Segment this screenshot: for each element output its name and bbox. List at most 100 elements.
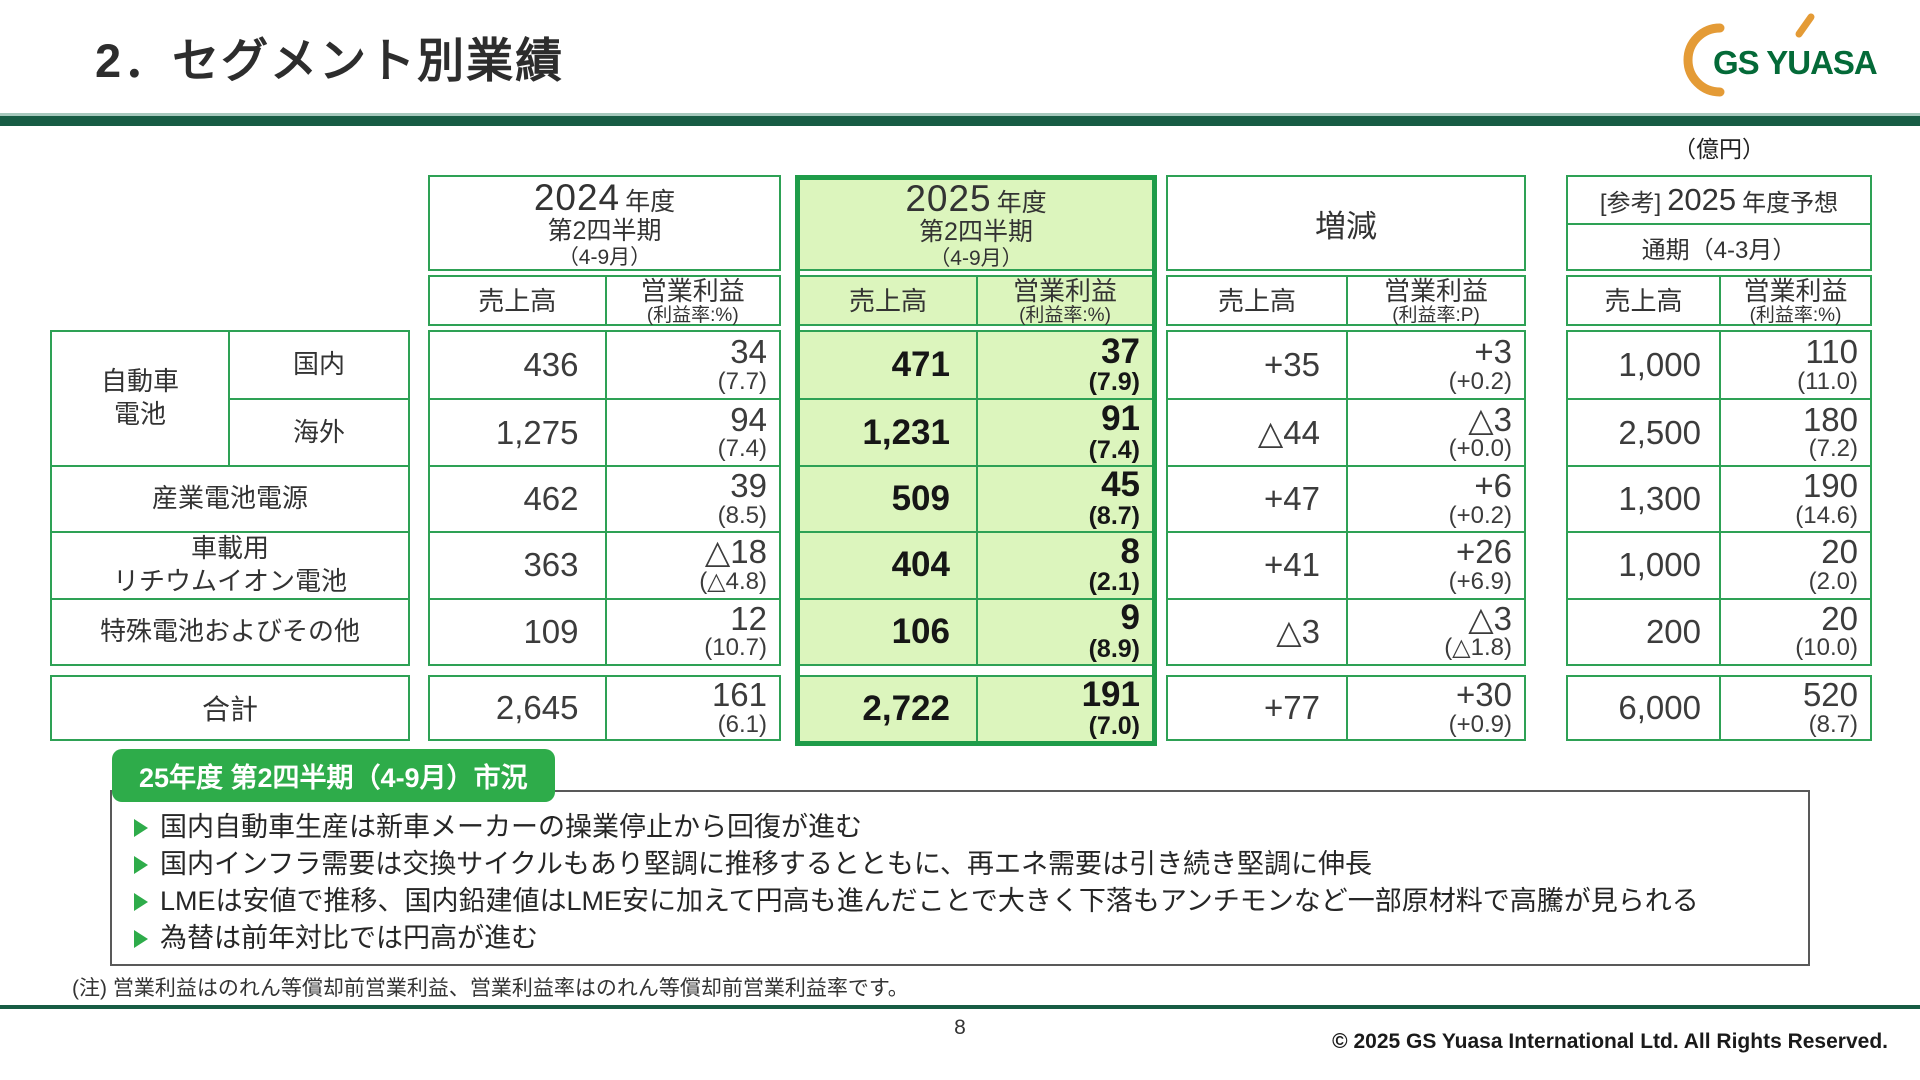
forecast-data-block: 1,000 110 (11.0) 2,500 180 (7.2) 1,300 190… <box>1566 330 1872 666</box>
forecast-profit-cell: 20 (10.0) <box>1719 597 1870 664</box>
change-sales-value: +35 <box>1264 346 1320 384</box>
label-line: リチウムイオン電池 <box>112 566 347 597</box>
label-line: 車載用 <box>190 532 269 563</box>
market-bullet: 国内インフラ需要は交換サイクルもあり堅調に推移するとともに、再エネ需要は引き続き… <box>132 846 1796 883</box>
forecast-profit-cell: 20 (2.0) <box>1719 531 1870 598</box>
year-number: 2024 <box>533 176 621 218</box>
profit-rate: (+0.2) <box>1448 501 1512 529</box>
sales-column-header: 売上高 <box>1168 277 1346 326</box>
profit-value: 37 <box>1101 331 1140 371</box>
profit-rate: (2.1) <box>1088 568 1140 597</box>
forecast-profit-cell: 180 (7.2) <box>1719 398 1870 465</box>
profit-value: △3 <box>1468 400 1512 438</box>
sales-column-header: 売上高 <box>1568 277 1719 326</box>
reference-label: [参考] <box>1599 189 1662 217</box>
profit-rate: (7.7) <box>717 367 767 395</box>
profit-rate: (△1.8) <box>1444 634 1512 662</box>
forecast-period: 通期（4-3月） <box>1568 223 1870 269</box>
profit-rate: (7.4) <box>717 435 767 463</box>
sales-label: 売上高 <box>848 286 927 317</box>
copyright: © 2025 GS Yuasa International Ltd. All R… <box>1332 1030 1888 1053</box>
profit-value: +26 <box>1456 533 1512 571</box>
change-profit-cell: +3 (+0.2) <box>1346 332 1524 399</box>
forecast-sales-value: 1,300 <box>1568 464 1719 531</box>
profit-rate: (7.0) <box>1088 712 1140 741</box>
profit-column-header: 営業利益 (利益率:P) <box>1346 276 1524 327</box>
profit-value: 12 <box>730 599 767 637</box>
market-bullet: LMEは安値で推移、国内鉛建値はLME安に加えて円高も進んだことで大きく下落もア… <box>132 883 1796 920</box>
fy2025-profit-cell: 9 (8.9) <box>976 597 1152 664</box>
label-total: 合計 <box>50 675 410 741</box>
profit-value: +6 <box>1474 466 1512 504</box>
change-profit-cell: +6 (+0.2) <box>1346 464 1524 532</box>
fy2025-data-block: 471 37 (7.9) 1,231 91 (7.4) 509 45 (8.7) 40… <box>800 330 1152 666</box>
rate-label: (利益率:%) <box>646 304 739 326</box>
label-industrial: 産業電池電源 <box>52 464 408 531</box>
profit-value: 190 <box>1802 466 1858 504</box>
sales-column-header: 売上高 <box>800 277 976 326</box>
quarter-label: 第2四半期 <box>919 218 1033 246</box>
gs-yuasa-logo: GS YUASA <box>1683 13 1878 97</box>
profit-value: 20 <box>1821 599 1858 637</box>
profit-rate: (10.7) <box>704 634 767 662</box>
change-header: 増減 <box>1166 175 1526 271</box>
change-profit-cell: +26 (+6.9) <box>1346 531 1524 598</box>
profit-value: △3 <box>1468 599 1512 637</box>
change-total-sales: +77 <box>1264 689 1320 726</box>
profit-value: 520 <box>1802 675 1858 713</box>
logo-accent-icon <box>1795 13 1815 38</box>
profit-rate: (+6.9) <box>1448 568 1512 596</box>
fy2024-sales-value: 109 <box>430 597 605 664</box>
profit-value: 8 <box>1120 531 1140 571</box>
profit-label: 営業利益 <box>1012 276 1117 306</box>
fy2025-total-sales: 2,722 <box>862 689 950 728</box>
profit-label: 営業利益 <box>1743 276 1848 306</box>
profit-rate: (14.6) <box>1795 501 1858 529</box>
profit-rate: (+0.0) <box>1448 435 1512 463</box>
sales-label: 売上高 <box>1604 286 1683 317</box>
fy2025-total-profit: 191 (7.0) <box>976 677 1152 741</box>
fy2024-total-profit: 161 (6.1) <box>604 675 780 739</box>
forecast-sales-value: 200 <box>1568 597 1719 664</box>
forecast-subheader: 売上高 営業利益 (利益率:%) <box>1566 275 1872 327</box>
logo-arc-icon <box>1683 23 1725 97</box>
forecast-sales-value: 1,000 <box>1618 346 1701 384</box>
forecast-total-profit: 520 (8.7) <box>1719 677 1870 739</box>
bullet-arrow-icon <box>134 819 148 837</box>
fy2025-sales-value: 404 <box>800 531 976 597</box>
fy2024-sales-value: 1,275 <box>430 398 605 464</box>
bullet-text: LMEは安値で推移、国内鉛建値はLME安に加えて円高も進んだことで大きく下落もア… <box>160 886 1699 916</box>
forecast-title-line: [参考] 2025 年度予想 <box>1568 177 1870 223</box>
profit-value: 110 <box>1805 333 1858 371</box>
profit-rate: (7.4) <box>1088 435 1140 464</box>
label-line: 自動車 <box>100 365 179 396</box>
profit-value: 94 <box>730 400 767 438</box>
fy2025-sales-value: 1,231 <box>800 398 976 464</box>
bullet-text: 為替は前年対比では円高が進む <box>160 923 538 953</box>
profit-value: 161 <box>711 675 767 713</box>
profit-value: 45 <box>1101 465 1140 505</box>
bullet-arrow-icon <box>134 856 148 874</box>
quarter-label: 第2四半期 <box>547 216 662 245</box>
label-overseas: 海外 <box>230 398 408 464</box>
page-title: 2．セグメント別業績 <box>95 34 565 87</box>
bullet-text: 国内インフラ需要は交換サイクルもあり堅調に推移するとともに、再エネ需要は引き続き… <box>160 849 1373 879</box>
profit-rate: (8.5) <box>717 501 767 529</box>
fy2025-sales-value: 471 <box>891 345 950 385</box>
fy2025-profit-cell: 45 (8.7) <box>976 464 1152 532</box>
change-profit-cell: △3 (+0.0) <box>1346 398 1524 465</box>
profit-label: 営業利益 <box>1383 276 1488 306</box>
sales-column-header: 売上高 <box>430 277 605 326</box>
footer-divider-bar <box>0 1005 1920 1009</box>
profit-rate: (2.0) <box>1808 568 1858 596</box>
fy2025-subheader: 売上高 営業利益 (利益率:%) <box>800 275 1152 327</box>
profit-rate: (11.0) <box>1797 367 1858 395</box>
change-total-profit: +30 (+0.9) <box>1346 677 1524 739</box>
market-bullet: 為替は前年対比では円高が進む <box>132 920 1796 957</box>
profit-value: 20 <box>1821 533 1858 571</box>
fy2024-subheader: 売上高 営業利益 (利益率:%) <box>428 275 781 327</box>
segment-label-block: 自動車 電池 国内 海外 産業電池電源 車載用 リチウムイオン電池 特殊電池およ… <box>50 330 410 666</box>
fy2025-highlight-block: 2025 年度 第2四半期 （4-9月） 売上高 営業利益 (利益率:%) 471 … <box>795 175 1157 746</box>
footnote: (注) 営業利益はのれん等償却前営業利益、営業利益率はのれん等償却前営業利益率で… <box>72 977 909 1000</box>
profit-rate: (8.7) <box>1808 710 1858 738</box>
